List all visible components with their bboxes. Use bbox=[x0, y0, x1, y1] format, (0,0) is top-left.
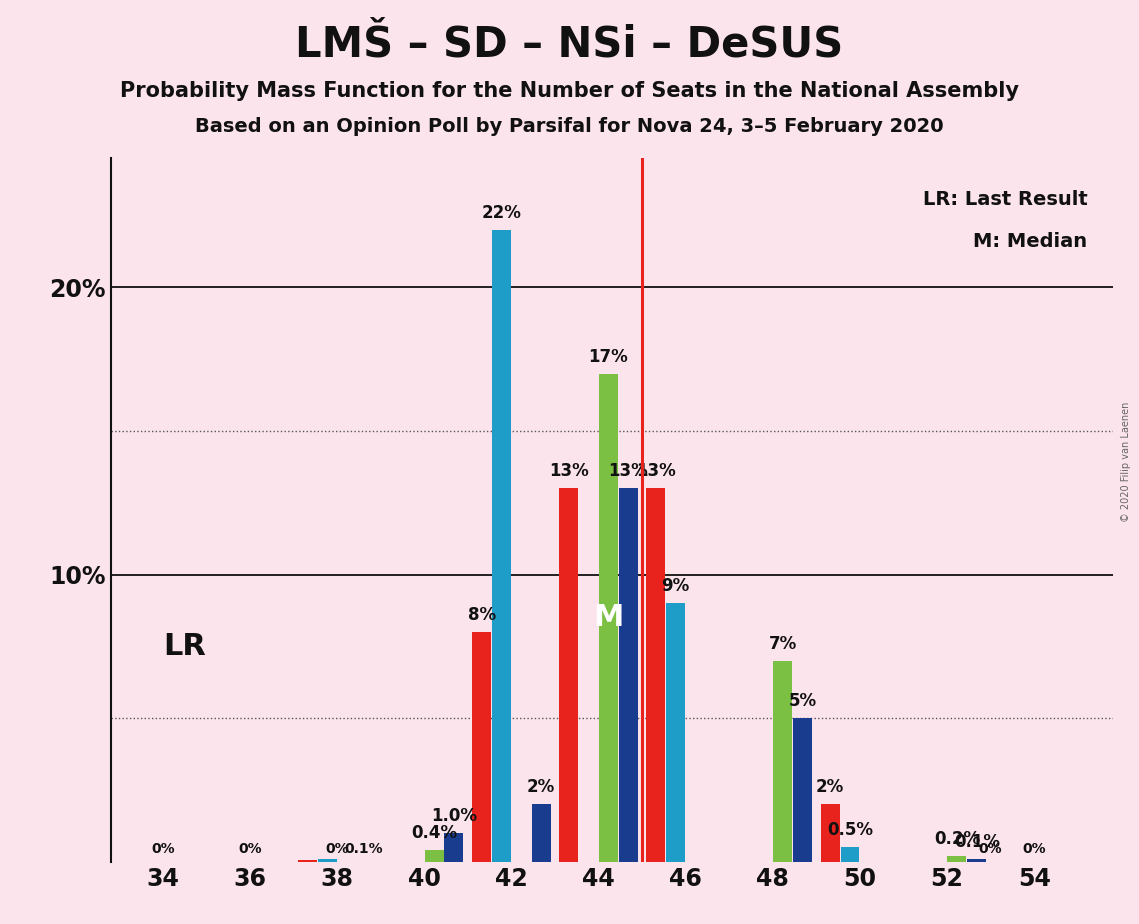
Bar bbox=[492, 230, 511, 862]
Bar bbox=[666, 603, 686, 862]
Bar bbox=[599, 373, 617, 862]
Text: 2%: 2% bbox=[816, 778, 844, 796]
Bar bbox=[821, 804, 839, 862]
Bar bbox=[948, 856, 966, 862]
Text: 0.5%: 0.5% bbox=[827, 821, 872, 839]
Text: 8%: 8% bbox=[468, 606, 495, 624]
Text: 0%: 0% bbox=[1023, 843, 1046, 857]
Text: 5%: 5% bbox=[788, 692, 817, 710]
Bar bbox=[618, 489, 638, 862]
Text: 13%: 13% bbox=[549, 462, 589, 480]
Bar bbox=[967, 858, 986, 862]
Bar bbox=[425, 850, 443, 862]
Bar bbox=[473, 632, 491, 862]
Text: 0%: 0% bbox=[238, 843, 262, 857]
Text: 0.1%: 0.1% bbox=[344, 843, 383, 857]
Bar bbox=[532, 804, 550, 862]
Text: 22%: 22% bbox=[482, 204, 522, 222]
Text: Probability Mass Function for the Number of Seats in the National Assembly: Probability Mass Function for the Number… bbox=[120, 81, 1019, 102]
Text: LR: Last Result: LR: Last Result bbox=[923, 189, 1088, 209]
Text: 0.4%: 0.4% bbox=[411, 824, 457, 842]
Text: LMŠ – SD – NSi – DeSUS: LMŠ – SD – NSi – DeSUS bbox=[295, 23, 844, 65]
Text: 9%: 9% bbox=[662, 578, 690, 595]
Text: M: Median: M: Median bbox=[974, 232, 1088, 251]
Text: 1.0%: 1.0% bbox=[431, 807, 477, 825]
Text: 0%: 0% bbox=[326, 843, 349, 857]
Text: M: M bbox=[593, 603, 623, 632]
Text: 13%: 13% bbox=[636, 462, 675, 480]
Text: 0.1%: 0.1% bbox=[953, 833, 1000, 851]
Bar bbox=[559, 489, 579, 862]
Text: LR: LR bbox=[163, 632, 206, 661]
Text: 13%: 13% bbox=[608, 462, 648, 480]
Text: 7%: 7% bbox=[769, 635, 797, 652]
Text: 0%: 0% bbox=[978, 843, 1002, 857]
Bar bbox=[318, 858, 337, 862]
Text: © 2020 Filip van Laenen: © 2020 Filip van Laenen bbox=[1122, 402, 1131, 522]
Bar bbox=[647, 489, 665, 862]
Text: 17%: 17% bbox=[589, 347, 629, 366]
Text: Based on an Opinion Poll by Parsifal for Nova 24, 3–5 February 2020: Based on an Opinion Poll by Parsifal for… bbox=[195, 117, 944, 137]
Bar bbox=[793, 718, 812, 862]
Bar bbox=[841, 847, 860, 862]
Text: 0%: 0% bbox=[151, 843, 174, 857]
Bar bbox=[773, 661, 792, 862]
Text: 0.2%: 0.2% bbox=[934, 830, 980, 848]
Text: 2%: 2% bbox=[527, 778, 555, 796]
Bar bbox=[298, 860, 317, 862]
Bar bbox=[444, 833, 464, 862]
